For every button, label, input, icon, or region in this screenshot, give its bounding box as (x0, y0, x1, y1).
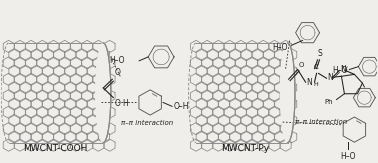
Text: H–O: H–O (341, 152, 356, 161)
Text: O–H: O–H (174, 102, 189, 111)
Ellipse shape (96, 43, 111, 142)
Text: H: H (313, 82, 318, 87)
Text: C: C (313, 65, 318, 70)
Text: MWCNT-COOH: MWCNT-COOH (23, 144, 88, 153)
Text: π–π interaction: π–π interaction (295, 119, 348, 125)
Text: O: O (114, 99, 120, 108)
Text: H–O: H–O (272, 43, 288, 52)
Text: π–π interaction: π–π interaction (121, 120, 173, 126)
Text: O: O (114, 68, 120, 77)
Text: H: H (122, 99, 128, 108)
Ellipse shape (280, 43, 295, 142)
Text: H–O: H–O (110, 56, 125, 65)
Text: N: N (307, 78, 312, 87)
Text: H–O: H–O (332, 66, 347, 75)
Text: MWCNT-Py: MWCNT-Py (221, 144, 269, 153)
Text: Ph: Ph (325, 98, 333, 104)
Text: N: N (341, 65, 346, 74)
Text: N: N (327, 73, 333, 82)
Text: O: O (299, 62, 304, 68)
Text: S: S (317, 49, 322, 58)
